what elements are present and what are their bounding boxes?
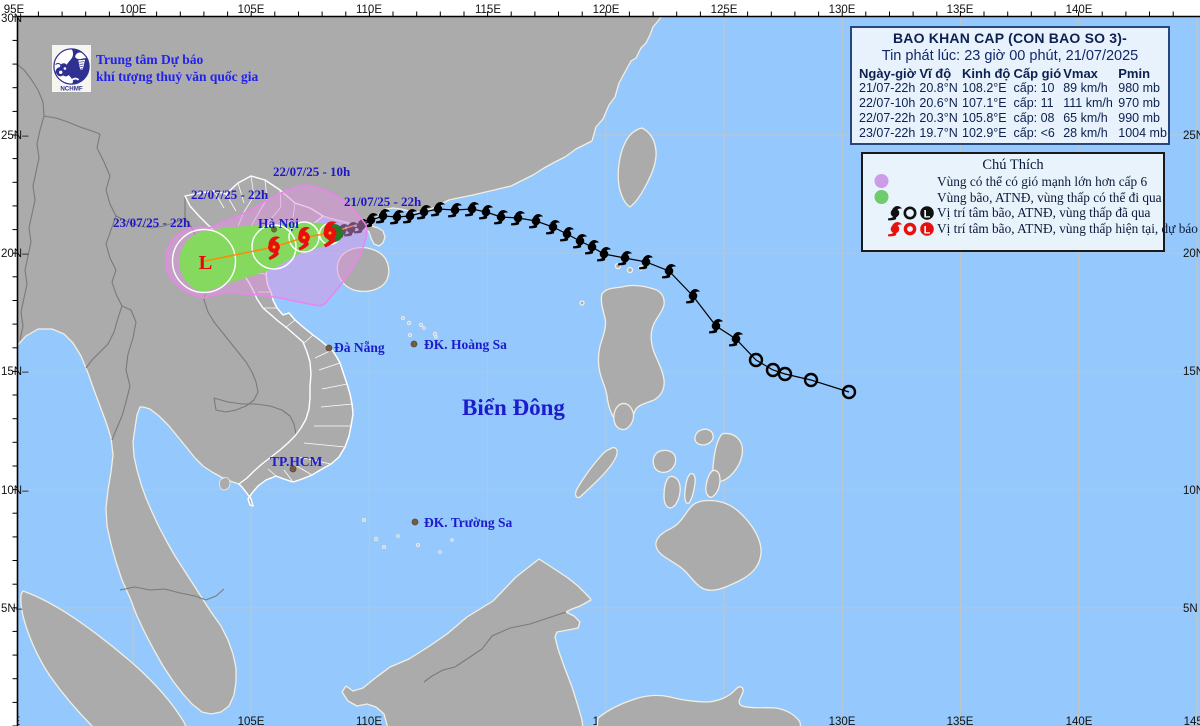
- svg-text:22/07/25 - 10h: 22/07/25 - 10h: [273, 164, 351, 179]
- svg-text:135E: 135E: [947, 716, 974, 726]
- svg-text:115E: 115E: [475, 4, 501, 16]
- svg-text:25N: 25N: [1183, 130, 1200, 142]
- svg-text:Biển Đông: Biển Đông: [462, 395, 565, 420]
- svg-text:15N: 15N: [1183, 366, 1200, 378]
- svg-text:25N–: 25N–: [1, 130, 29, 142]
- svg-text:ĐK. Trường Sa: ĐK. Trường Sa: [424, 515, 512, 530]
- svg-text:22/07/25 - 22h: 22/07/25 - 22h: [191, 187, 269, 202]
- svg-text:135E: 135E: [947, 4, 974, 16]
- svg-text:Đà Nẵng: Đà Nẵng: [334, 340, 385, 355]
- svg-text:10N: 10N: [1183, 485, 1200, 497]
- svg-text:NCHMF: NCHMF: [60, 86, 83, 93]
- svg-text:130E: 130E: [829, 4, 856, 16]
- svg-text:23/07/25 - 22h: 23/07/25 - 22h: [113, 215, 191, 230]
- svg-text:20N: 20N: [1183, 248, 1200, 260]
- svg-text:105E: 105E: [238, 716, 265, 726]
- svg-text:ĐK. Hoàng Sa: ĐK. Hoàng Sa: [424, 337, 507, 352]
- svg-text:10N–: 10N–: [1, 485, 29, 497]
- svg-text:140E: 140E: [1066, 4, 1093, 16]
- svg-text:105E: 105E: [238, 4, 265, 16]
- svg-text:120E: 120E: [593, 4, 620, 16]
- svg-text:125E: 125E: [711, 4, 738, 16]
- svg-text:Trung tâm Dự báo: Trung tâm Dự báo: [96, 52, 203, 67]
- svg-text:5N: 5N: [1183, 603, 1198, 615]
- svg-text:L: L: [924, 224, 931, 236]
- svg-text:5N–: 5N–: [1, 603, 23, 615]
- svg-text:20N–: 20N–: [1, 248, 29, 260]
- svg-text:110E: 110E: [356, 4, 382, 16]
- svg-text:100E: 100E: [120, 4, 147, 16]
- svg-text:Hà Nội: Hà Nội: [258, 216, 299, 231]
- svg-text:15N–: 15N–: [1, 366, 29, 378]
- svg-text:110E: 110E: [356, 716, 382, 726]
- svg-text:TP.HCM: TP.HCM: [270, 454, 323, 469]
- svg-text:khí tượng thuỷ văn quốc gia: khí tượng thuỷ văn quốc gia: [96, 69, 259, 84]
- svg-text:L: L: [924, 209, 931, 221]
- svg-text:95E: 95E: [4, 4, 25, 16]
- svg-text:140E: 140E: [1066, 716, 1093, 726]
- svg-text:130E: 130E: [829, 716, 856, 726]
- svg-text:30N: 30N: [1, 13, 22, 25]
- svg-text:145E: 145E: [1184, 716, 1200, 726]
- svg-text:L: L: [199, 252, 213, 274]
- svg-text:21/07/25 - 22h: 21/07/25 - 22h: [344, 194, 422, 209]
